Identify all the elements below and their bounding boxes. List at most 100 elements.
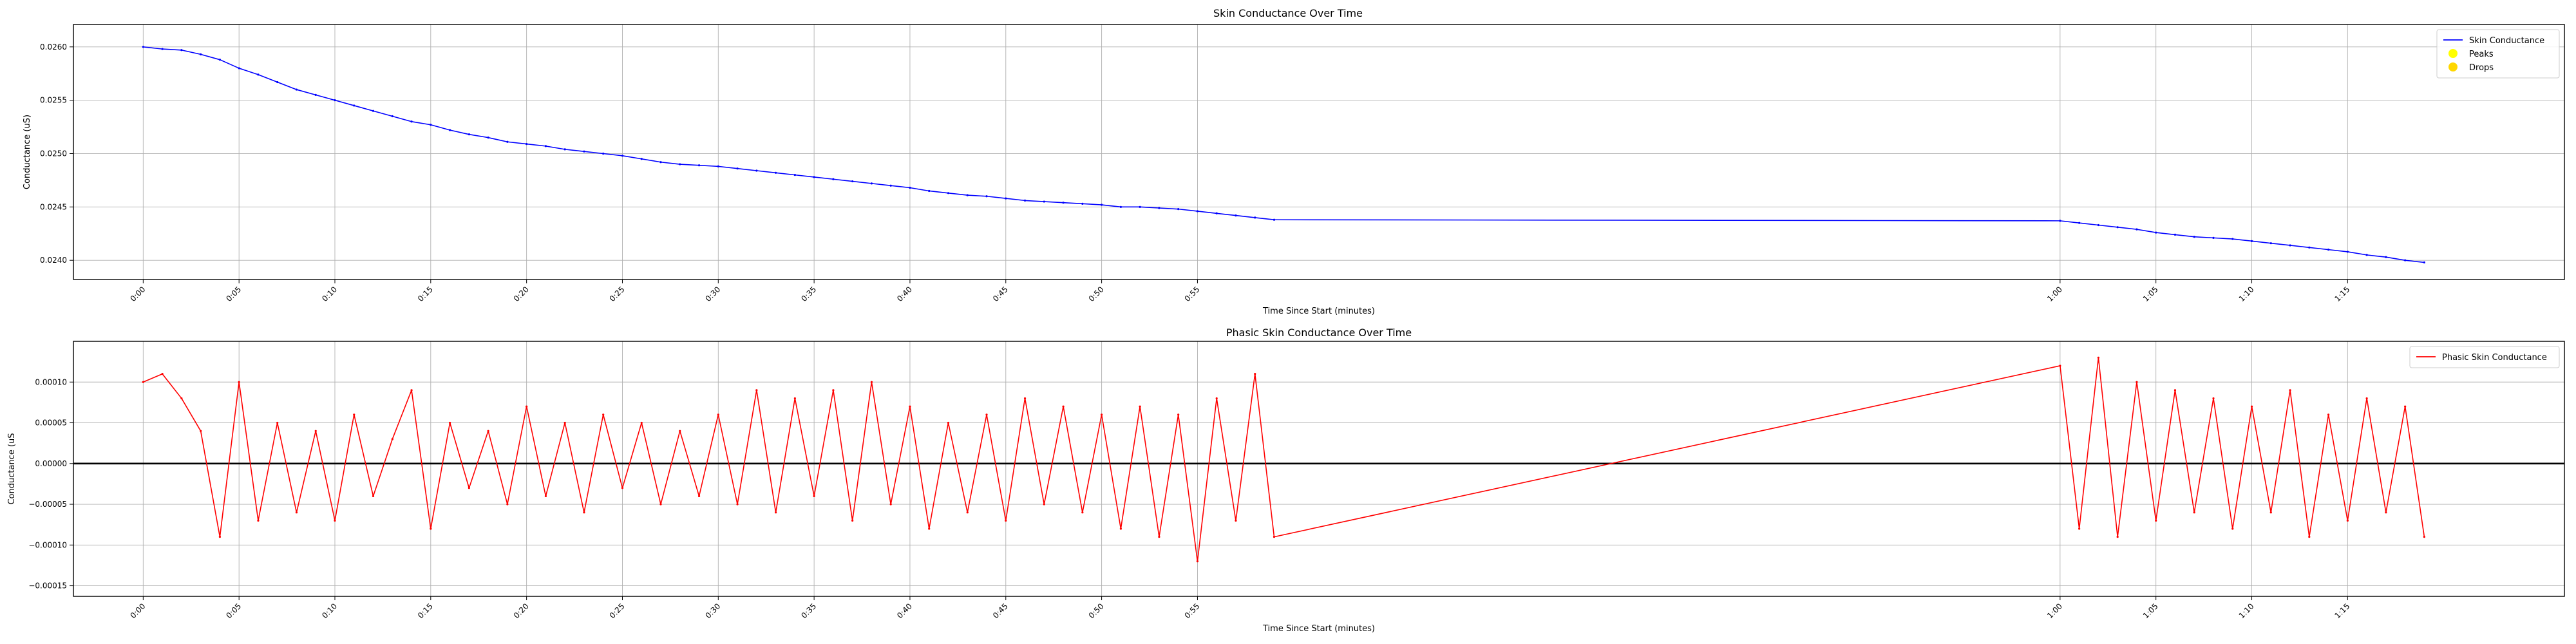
data-point [1177, 413, 1180, 416]
legend: Phasic Skin Conductance [2409, 346, 2560, 368]
data-point [1081, 202, 1084, 205]
data-point [2289, 389, 2291, 392]
data-point [583, 150, 585, 153]
data-point [2327, 249, 2330, 251]
data-point [161, 48, 164, 50]
data-point [142, 381, 144, 383]
data-point [1177, 208, 1180, 211]
data-point [564, 421, 566, 424]
data-point [544, 145, 547, 147]
data-point [717, 413, 719, 416]
data-point [1062, 202, 1065, 204]
data-point [218, 59, 222, 61]
data-point [1081, 511, 1084, 514]
data-point [2308, 246, 2311, 249]
data-point [2231, 527, 2234, 530]
data-point [180, 49, 183, 52]
data-point [238, 381, 240, 383]
data-point [2193, 511, 2195, 514]
data-point [679, 163, 681, 166]
data-point [717, 165, 719, 167]
data-point [1101, 204, 1103, 206]
data-point [564, 148, 566, 151]
data-point [985, 195, 988, 198]
y-tick-label: 0.0260 [40, 43, 67, 52]
data-point [2136, 228, 2138, 231]
data-point [161, 373, 164, 375]
y-tick-label: 0.00000 [35, 459, 67, 468]
data-point [1235, 519, 1237, 522]
data-point [832, 389, 835, 392]
line-series [142, 46, 2426, 264]
data-point [813, 176, 815, 178]
y-tick-label: 0.0240 [40, 256, 67, 265]
data-point [1273, 218, 1276, 221]
y-tick-label: −0.00015 [28, 582, 67, 591]
data-point [2174, 389, 2177, 392]
legend-label: Drops [2469, 63, 2494, 73]
data-point [697, 495, 701, 497]
data-point [180, 397, 183, 400]
data-point [448, 421, 451, 424]
data-point [775, 511, 777, 514]
legend-swatch-marker [2448, 49, 2458, 58]
chart-title: Phasic Skin Conductance Over Time [1226, 327, 1412, 339]
data-point [1254, 373, 1256, 375]
data-point [353, 104, 355, 107]
data-point [334, 99, 336, 102]
data-point [2078, 527, 2081, 530]
x-axis-label: Time Since Start (minutes) [1262, 307, 1375, 316]
data-point [889, 184, 892, 187]
data-point [2174, 233, 2177, 236]
data-point [1215, 397, 1218, 400]
data-point [2404, 405, 2407, 408]
data-point [2346, 251, 2349, 253]
data-point [1043, 503, 1045, 506]
data-point [2385, 256, 2387, 258]
data-point [2404, 259, 2407, 261]
data-point [2155, 231, 2157, 234]
legend-box [2409, 346, 2560, 368]
data-point [2078, 222, 2081, 224]
data-point [276, 421, 279, 424]
data-point [2155, 519, 2157, 522]
data-point [640, 158, 643, 160]
data-point [851, 180, 854, 183]
data-point [928, 189, 931, 193]
data-point [506, 140, 509, 143]
data-point [487, 137, 489, 139]
data-point [468, 133, 470, 136]
legend-box [2436, 29, 2560, 79]
data-point [218, 536, 222, 538]
series-line-0 [143, 46, 2425, 263]
data-point [2269, 242, 2272, 245]
legend-swatch-marker [2448, 62, 2458, 71]
data-point [2136, 381, 2138, 383]
data-point [659, 503, 662, 506]
data-point [1062, 405, 1065, 408]
data-point [947, 421, 950, 424]
data-point [2327, 413, 2330, 416]
plot-frame [73, 341, 2565, 597]
y-tick-label: −0.00010 [28, 540, 67, 549]
data-point [2231, 238, 2234, 240]
data-point [1254, 216, 1256, 219]
legend-label: Skin Conductance [2469, 36, 2544, 46]
data-point [2250, 405, 2253, 408]
data-point [544, 495, 547, 497]
data-point [583, 511, 585, 514]
data-point [889, 503, 892, 506]
data-point [410, 389, 413, 392]
data-point [1158, 207, 1160, 209]
data-point [2423, 536, 2426, 538]
data-point [1196, 560, 1199, 563]
data-point [372, 495, 375, 497]
data-point [314, 93, 317, 96]
data-point [659, 161, 662, 164]
data-point [851, 519, 854, 522]
data-point [1196, 210, 1199, 213]
data-point [1273, 536, 1276, 538]
y-tick-label: −0.00005 [28, 500, 67, 509]
y-axis-ticks: 0.0240 0.0245 0.0250 0.0255 0.0260 [40, 43, 73, 265]
data-point [257, 519, 260, 522]
